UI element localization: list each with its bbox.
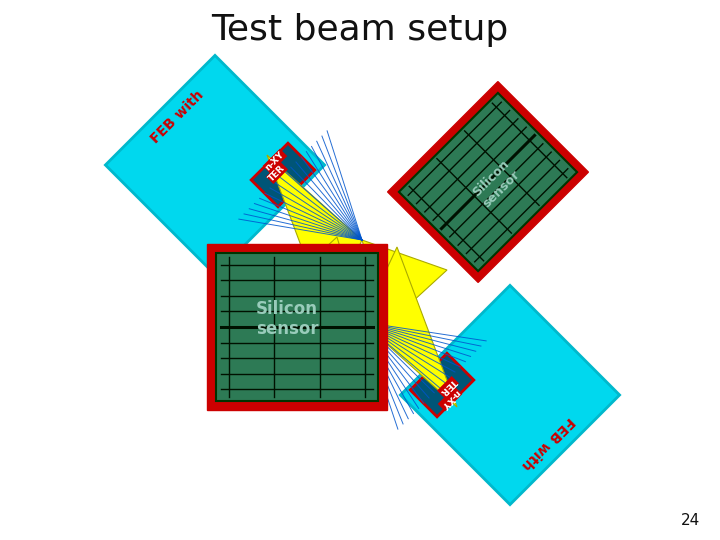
Text: TER: TER bbox=[267, 163, 287, 183]
Polygon shape bbox=[277, 237, 362, 322]
Polygon shape bbox=[400, 286, 620, 504]
Polygon shape bbox=[410, 353, 474, 417]
Polygon shape bbox=[267, 155, 362, 315]
Text: Silicon
sensor: Silicon sensor bbox=[469, 158, 523, 211]
Text: Test beam setup: Test beam setup bbox=[212, 13, 508, 47]
Text: Silicon
sensor: Silicon sensor bbox=[256, 300, 318, 339]
Polygon shape bbox=[362, 247, 457, 407]
Text: FEB with: FEB with bbox=[148, 88, 206, 146]
Text: FEB with: FEB with bbox=[519, 414, 577, 472]
Bar bbox=[207, 244, 387, 410]
Text: 24: 24 bbox=[680, 513, 700, 528]
Polygon shape bbox=[362, 240, 447, 325]
Text: TER: TER bbox=[438, 377, 458, 397]
Text: n-XY: n-XY bbox=[264, 150, 287, 172]
Polygon shape bbox=[251, 143, 315, 207]
Polygon shape bbox=[387, 82, 588, 282]
Polygon shape bbox=[105, 56, 325, 275]
Polygon shape bbox=[399, 93, 577, 271]
Bar bbox=[216, 253, 378, 401]
Text: n-XY: n-XY bbox=[438, 388, 462, 410]
